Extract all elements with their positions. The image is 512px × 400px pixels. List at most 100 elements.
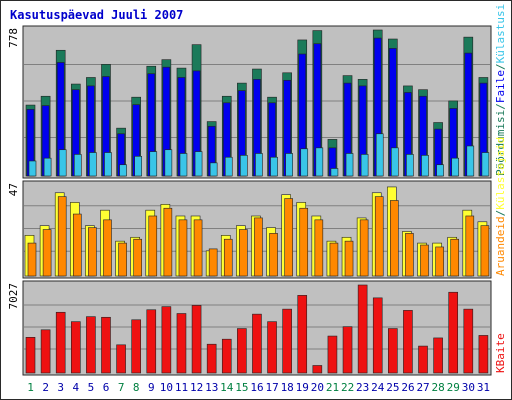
chart-title: Kasutuspäevad Juuli 2007 <box>10 8 183 22</box>
bar-reports <box>148 215 158 277</box>
bar-kbytes <box>252 313 262 374</box>
bar-hits <box>164 149 173 177</box>
bar-hits <box>360 154 369 177</box>
bar-kbytes <box>221 338 232 374</box>
bar-reports <box>239 229 248 277</box>
bar-reports <box>405 233 414 277</box>
bar-hits <box>466 145 475 177</box>
bar-reports <box>88 227 97 277</box>
bar-reports <box>450 238 460 277</box>
bar-reports <box>284 198 293 277</box>
bar-hits <box>300 148 309 177</box>
bar-kbytes <box>357 284 368 374</box>
bar-hits <box>451 157 460 177</box>
legend-item: / <box>494 210 507 217</box>
bar-reports <box>314 219 324 277</box>
bar-reports <box>329 242 339 277</box>
bar-reports <box>193 219 203 277</box>
bar-hits <box>209 162 218 177</box>
bar-reports <box>254 217 263 277</box>
day-label: 12 <box>190 381 203 394</box>
bar-kbytes <box>116 344 126 374</box>
bar-hits <box>134 155 142 177</box>
bar-hits <box>149 151 158 177</box>
day-label: 25 <box>386 381 399 394</box>
bar-hits <box>58 149 67 177</box>
day-label: 17 <box>265 381 278 394</box>
bar-kbytes <box>40 329 51 374</box>
day-label: 21 <box>326 381 339 394</box>
bar-reports <box>163 207 173 277</box>
day-label: 23 <box>356 381 369 394</box>
bar-reports <box>390 200 399 277</box>
day-label: 27 <box>416 381 429 394</box>
bar-kbytes <box>433 337 443 374</box>
bar-hits <box>345 153 354 177</box>
day-label: 24 <box>371 381 385 394</box>
bar-kbytes <box>418 345 428 374</box>
bar-kbytes <box>86 316 96 374</box>
panel-legend-label: Aruandeid/Külastajaid <box>494 137 507 276</box>
bar-reports <box>208 248 218 277</box>
bar-kbytes <box>70 321 81 374</box>
bar-hits <box>255 153 263 177</box>
day-label: 28 <box>432 381 445 394</box>
bar-reports <box>465 215 475 277</box>
y-max-label: 47 <box>7 183 20 196</box>
bar-reports <box>118 242 127 277</box>
bar-hits <box>315 147 324 177</box>
bar-reports <box>480 225 490 277</box>
day-label: 26 <box>401 381 414 394</box>
day-label: 20 <box>311 381 324 394</box>
bar-reports <box>435 246 444 277</box>
legend-item: / <box>494 103 507 110</box>
day-label: 1 <box>27 381 34 394</box>
bar-kbytes <box>146 309 157 374</box>
bar-kbytes <box>327 335 338 374</box>
bar-kbytes <box>25 337 36 374</box>
day-label: 29 <box>447 381 460 394</box>
bar-reports <box>133 238 142 277</box>
bar-reports <box>299 207 309 277</box>
bar-hits <box>375 133 384 177</box>
bar-reports <box>344 240 354 277</box>
bar-reports <box>103 219 112 277</box>
bar-hits <box>104 152 112 177</box>
bar-kbytes <box>191 305 202 374</box>
day-label: 10 <box>160 381 173 394</box>
legend-item: / <box>494 63 507 70</box>
bar-kbytes <box>448 291 459 374</box>
day-label: 6 <box>103 381 110 394</box>
bar-hits <box>270 156 278 177</box>
bar-kbytes <box>388 328 398 374</box>
day-label: 9 <box>148 381 155 394</box>
panel-middle: 47 Aruandeid/Külastajaid <box>7 137 507 279</box>
bar-kbytes <box>478 335 489 374</box>
day-label: 16 <box>250 381 263 394</box>
bar-hits <box>330 168 339 177</box>
bar-kbytes <box>297 295 308 374</box>
day-label: 15 <box>235 381 248 394</box>
legend-item: Faile <box>494 70 507 103</box>
bar-reports <box>374 196 384 277</box>
bar-hits <box>285 153 293 177</box>
bar-reports <box>223 238 233 277</box>
bar-kbytes <box>342 326 353 374</box>
bar-reports <box>269 233 278 277</box>
bar-hits <box>73 154 82 177</box>
legend-item: Aruandeid <box>494 216 507 276</box>
day-label: 11 <box>175 381 188 394</box>
day-label: 5 <box>88 381 95 394</box>
bar-reports <box>42 229 52 277</box>
bar-kbytes <box>161 306 172 374</box>
bar-kbytes <box>267 321 277 374</box>
legend-item: Külastajaid <box>494 137 507 210</box>
legend-item: Pöördumisi <box>494 110 507 176</box>
day-label: 31 <box>477 381 490 394</box>
day-label: 13 <box>205 381 218 394</box>
panel-bottom: 7027 KBaite <box>7 280 507 376</box>
day-label: 3 <box>57 381 64 394</box>
bar-kbytes <box>312 365 323 374</box>
day-axis-labels: 1 2 3 4 5 6 7 8 9 10 11 12 13 14 15 16 17 18 19 20 21 22 23 24 2… <box>27 381 490 394</box>
